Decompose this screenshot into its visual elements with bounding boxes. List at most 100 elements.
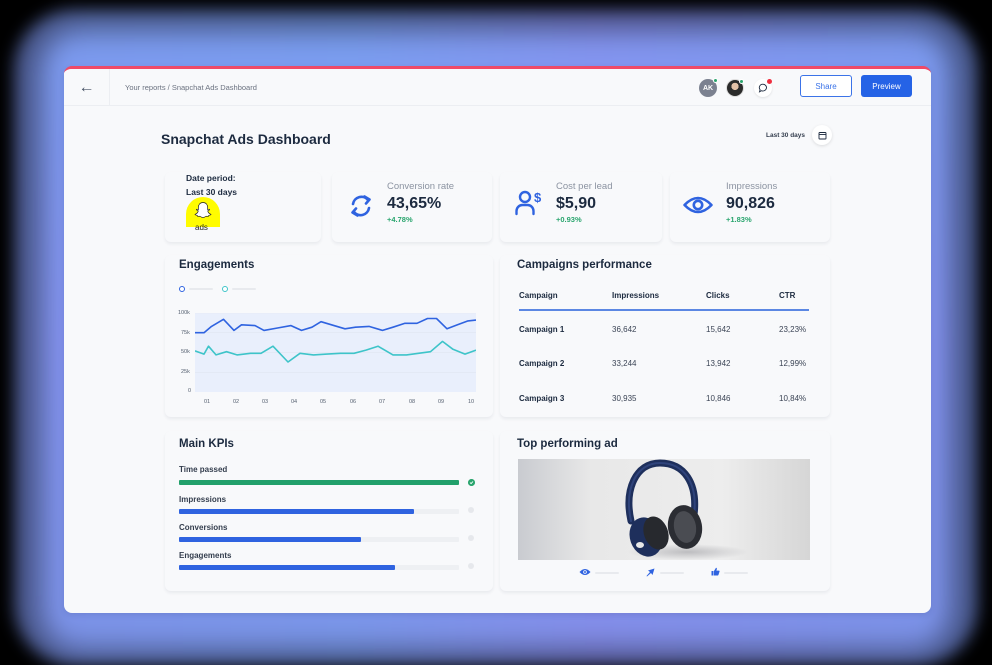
share-button[interactable]: Share [800, 75, 852, 97]
thumbs-up-icon [711, 567, 720, 576]
snapchat-logo [186, 197, 220, 227]
x-tick: 08 [409, 399, 416, 405]
metric-card-impressions [670, 172, 830, 242]
legend-series-1-marker[interactable] [179, 286, 185, 292]
metric-label: Cost per lead [556, 181, 613, 192]
progress-track [179, 537, 459, 542]
status-circle-icon [468, 507, 474, 513]
campaigns-title: Campaigns performance [517, 259, 652, 271]
column-header-ctr[interactable]: CTR [779, 291, 796, 300]
status-circle-icon [468, 535, 474, 541]
kpi-label: Impressions [179, 495, 227, 504]
progress-fill [179, 480, 459, 485]
metric-value: $5,90 [556, 195, 597, 212]
x-tick: 03 [262, 399, 269, 405]
online-status-dot [713, 78, 718, 83]
date-period-label: Date period: [186, 173, 236, 183]
top-bar: ← Your reports / Snapchat Ads Dashboard … [64, 69, 931, 106]
column-header-clicks[interactable]: Clicks [706, 291, 730, 300]
date-period-value: Last 30 days [186, 187, 238, 197]
y-tick: 100k [178, 310, 190, 316]
snapchat-ads-text: ads [195, 223, 208, 232]
column-header-campaign[interactable]: Campaign [519, 291, 558, 300]
kpi-label: Conversions [179, 523, 228, 532]
metric-delta: +0.93% [556, 215, 582, 224]
x-tick: 07 [379, 399, 386, 405]
notification-dot [767, 79, 772, 84]
arrow-left-icon: ← [78, 78, 95, 96]
date-range-label[interactable]: Last 30 days [766, 132, 806, 139]
chat-bubble-icon [758, 83, 767, 93]
series-1-line [195, 317, 476, 334]
progress-track [179, 509, 459, 514]
ad-image-headphones[interactable] [518, 459, 810, 560]
ctr-value: 10,84% [779, 394, 807, 403]
eye-icon [683, 196, 713, 214]
preview-button[interactable]: Preview [861, 75, 912, 97]
progress-fill [179, 509, 415, 514]
metric-label: Conversion rate [387, 181, 455, 192]
breadcrumb[interactable]: Your reports / Snapchat Ads Dashboard [125, 83, 257, 92]
ctr-value: 23,23% [779, 325, 807, 334]
user-dollar-icon: $ [515, 190, 542, 216]
series-2-line [195, 340, 476, 363]
calendar-button[interactable] [812, 125, 832, 145]
y-tick: 75k [181, 330, 190, 336]
y-tick: 50k [181, 349, 190, 355]
status-circle-icon [468, 563, 474, 569]
page-title: Snapchat Ads Dashboard [161, 131, 331, 147]
engagements-line-chart [195, 313, 476, 392]
avatar-initials: AK [702, 84, 714, 92]
campaign-name: Campaign 1 [519, 325, 565, 334]
svg-text:$: $ [534, 190, 542, 205]
table-header-rule [519, 309, 809, 311]
legend-series-2-label [232, 288, 256, 290]
legend-series-2-marker[interactable] [222, 286, 228, 292]
x-tick: 09 [438, 399, 445, 405]
x-tick: 10 [468, 399, 475, 405]
kpi-label: Time passed [179, 465, 228, 474]
impressions-value: 30,935 [612, 394, 637, 403]
y-tick: 25k [181, 369, 190, 375]
cursor-arrow-icon [646, 568, 655, 577]
engagements-title: Engagements [179, 259, 255, 271]
online-status-dot [739, 79, 744, 84]
x-tick: 05 [320, 399, 327, 405]
metric-value: 43,65% [387, 195, 442, 212]
legend-series-1-label [189, 288, 213, 290]
metric-delta: +4.78% [387, 215, 413, 224]
metric-label: Impressions [726, 181, 778, 192]
check-circle-icon [468, 479, 475, 486]
top-ad-title: Top performing ad [517, 438, 618, 450]
calendar-icon [818, 131, 826, 139]
progress-fill [179, 537, 361, 542]
snapchat-ghost-icon [194, 202, 212, 218]
campaigns-card [500, 255, 830, 417]
clicks-stat-placeholder [660, 572, 684, 574]
progress-track [179, 480, 459, 485]
metric-card-cost-per-lead [500, 172, 662, 242]
clicks-value: 15,642 [706, 325, 731, 334]
x-tick: 04 [291, 399, 298, 405]
impressions-value: 33,244 [612, 359, 637, 368]
campaign-name: Campaign 2 [519, 359, 565, 368]
campaign-name: Campaign 3 [519, 394, 565, 403]
x-tick: 01 [204, 399, 211, 405]
comments-button[interactable] [754, 79, 772, 97]
column-header-impressions[interactable]: Impressions [612, 291, 660, 300]
views-stat-placeholder [595, 572, 619, 574]
avatar-user-photo[interactable] [726, 79, 744, 97]
headphones-image [518, 459, 810, 560]
avatar-ak[interactable]: AK [699, 78, 718, 97]
clicks-value: 13,942 [706, 359, 731, 368]
ctr-value: 12,99% [779, 359, 807, 368]
dashboard-window: ← Your reports / Snapchat Ads Dashboard … [64, 66, 931, 613]
clicks-value: 10,846 [706, 394, 731, 403]
x-tick: 06 [350, 399, 357, 405]
progress-track [179, 565, 459, 570]
kpi-label: Engagements [179, 551, 232, 560]
y-tick: 0 [188, 388, 192, 394]
metric-value: 90,826 [726, 195, 775, 212]
back-button[interactable]: ← [64, 69, 110, 106]
likes-stat-placeholder [724, 572, 748, 574]
